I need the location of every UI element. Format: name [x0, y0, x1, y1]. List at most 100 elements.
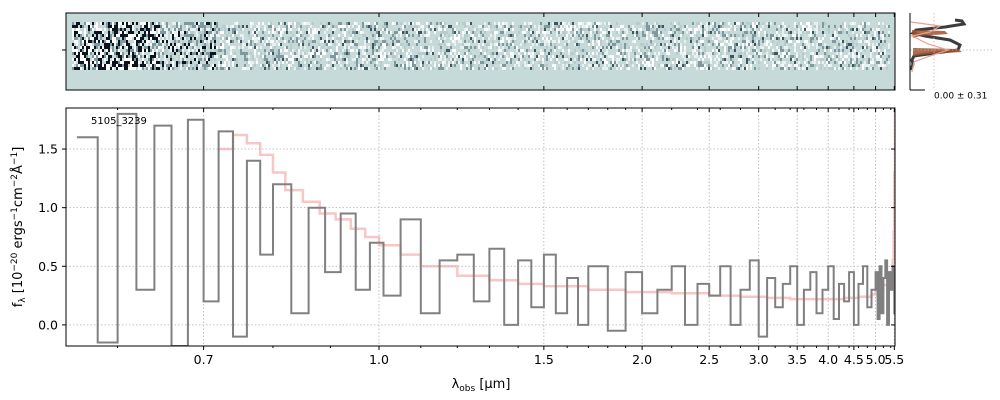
twod-pixel [342, 58, 344, 61]
twod-pixel [870, 28, 872, 31]
twod-pixel [330, 49, 332, 52]
twod-pixel [228, 46, 230, 49]
twod-pixel [276, 28, 278, 31]
twod-pixel [454, 52, 456, 55]
twod-pixel [374, 67, 376, 70]
twod-pixel [856, 52, 858, 55]
twod-pixel [678, 22, 680, 25]
twod-pixel [570, 31, 572, 34]
twod-pixel [744, 28, 746, 31]
twod-pixel [180, 46, 182, 49]
twod-pixel [380, 58, 382, 61]
twod-pixel [374, 43, 376, 46]
twod-pixel [520, 25, 522, 28]
twod-pixel [206, 37, 208, 40]
twod-pixel [138, 40, 140, 43]
twod-pixel [228, 43, 230, 46]
twod-pixel [162, 52, 164, 55]
spectrum-2d-pixels [72, 22, 890, 70]
twod-pixel [708, 22, 710, 25]
twod-pixel [754, 49, 756, 52]
twod-pixel [466, 34, 468, 37]
twod-pixel [634, 34, 636, 37]
twod-pixel [212, 22, 214, 25]
twod-pixel [404, 67, 406, 70]
twod-pixel [86, 64, 88, 67]
twod-pixel [364, 34, 366, 37]
twod-pixel [568, 31, 570, 34]
twod-pixel [846, 43, 848, 46]
twod-pixel [376, 61, 378, 64]
twod-pixel [482, 34, 484, 37]
twod-pixel [186, 37, 188, 40]
twod-pixel [752, 61, 754, 64]
twod-pixel [366, 25, 368, 28]
twod-pixel [578, 43, 580, 46]
twod-pixel [794, 55, 796, 58]
twod-pixel [234, 46, 236, 49]
twod-pixel [464, 43, 466, 46]
twod-pixel [580, 40, 582, 43]
twod-pixel [504, 67, 506, 70]
twod-pixel [94, 67, 96, 70]
twod-pixel [202, 64, 204, 67]
twod-pixel [720, 28, 722, 31]
twod-pixel [250, 64, 252, 67]
twod-pixel [144, 28, 146, 31]
twod-pixel [412, 61, 414, 64]
twod-pixel [854, 64, 856, 67]
twod-pixel [374, 40, 376, 43]
twod-pixel [728, 52, 730, 55]
twod-pixel [676, 49, 678, 52]
twod-pixel [588, 55, 590, 58]
twod-pixel [788, 28, 790, 31]
twod-pixel [704, 61, 706, 64]
twod-pixel [274, 31, 276, 34]
twod-pixel [112, 61, 114, 64]
twod-pixel [128, 67, 130, 70]
twod-pixel [626, 49, 628, 52]
twod-pixel [176, 31, 178, 34]
twod-pixel [716, 28, 718, 31]
twod-pixel [682, 61, 684, 64]
twod-pixel [816, 31, 818, 34]
twod-pixel [790, 40, 792, 43]
twod-pixel [356, 64, 358, 67]
twod-pixel [570, 25, 572, 28]
twod-pixel [76, 37, 78, 40]
twod-pixel [502, 64, 504, 67]
twod-pixel [114, 22, 116, 25]
twod-pixel [488, 28, 490, 31]
twod-pixel [144, 61, 146, 64]
twod-pixel [520, 43, 522, 46]
twod-pixel [618, 58, 620, 61]
twod-pixel [324, 25, 326, 28]
twod-pixel [84, 43, 86, 46]
twod-pixel [408, 58, 410, 61]
twod-pixel [150, 34, 152, 37]
twod-pixel [200, 49, 202, 52]
twod-pixel [334, 43, 336, 46]
twod-pixel [842, 22, 844, 25]
twod-pixel [338, 46, 340, 49]
twod-pixel [102, 34, 104, 37]
twod-pixel [204, 55, 206, 58]
twod-pixel [350, 49, 352, 52]
twod-pixel [86, 58, 88, 61]
twod-pixel [652, 58, 654, 61]
twod-pixel [758, 67, 760, 70]
twod-pixel [286, 61, 288, 64]
twod-pixel [430, 28, 432, 31]
twod-pixel [94, 58, 96, 61]
twod-pixel [372, 49, 374, 52]
twod-pixel [590, 25, 592, 28]
twod-pixel [828, 61, 830, 64]
twod-pixel [160, 40, 162, 43]
twod-pixel [730, 37, 732, 40]
twod-pixel [156, 22, 158, 25]
twod-pixel [94, 43, 96, 46]
twod-pixel [158, 40, 160, 43]
twod-pixel [140, 46, 142, 49]
twod-pixel [668, 37, 670, 40]
twod-pixel [114, 43, 116, 46]
